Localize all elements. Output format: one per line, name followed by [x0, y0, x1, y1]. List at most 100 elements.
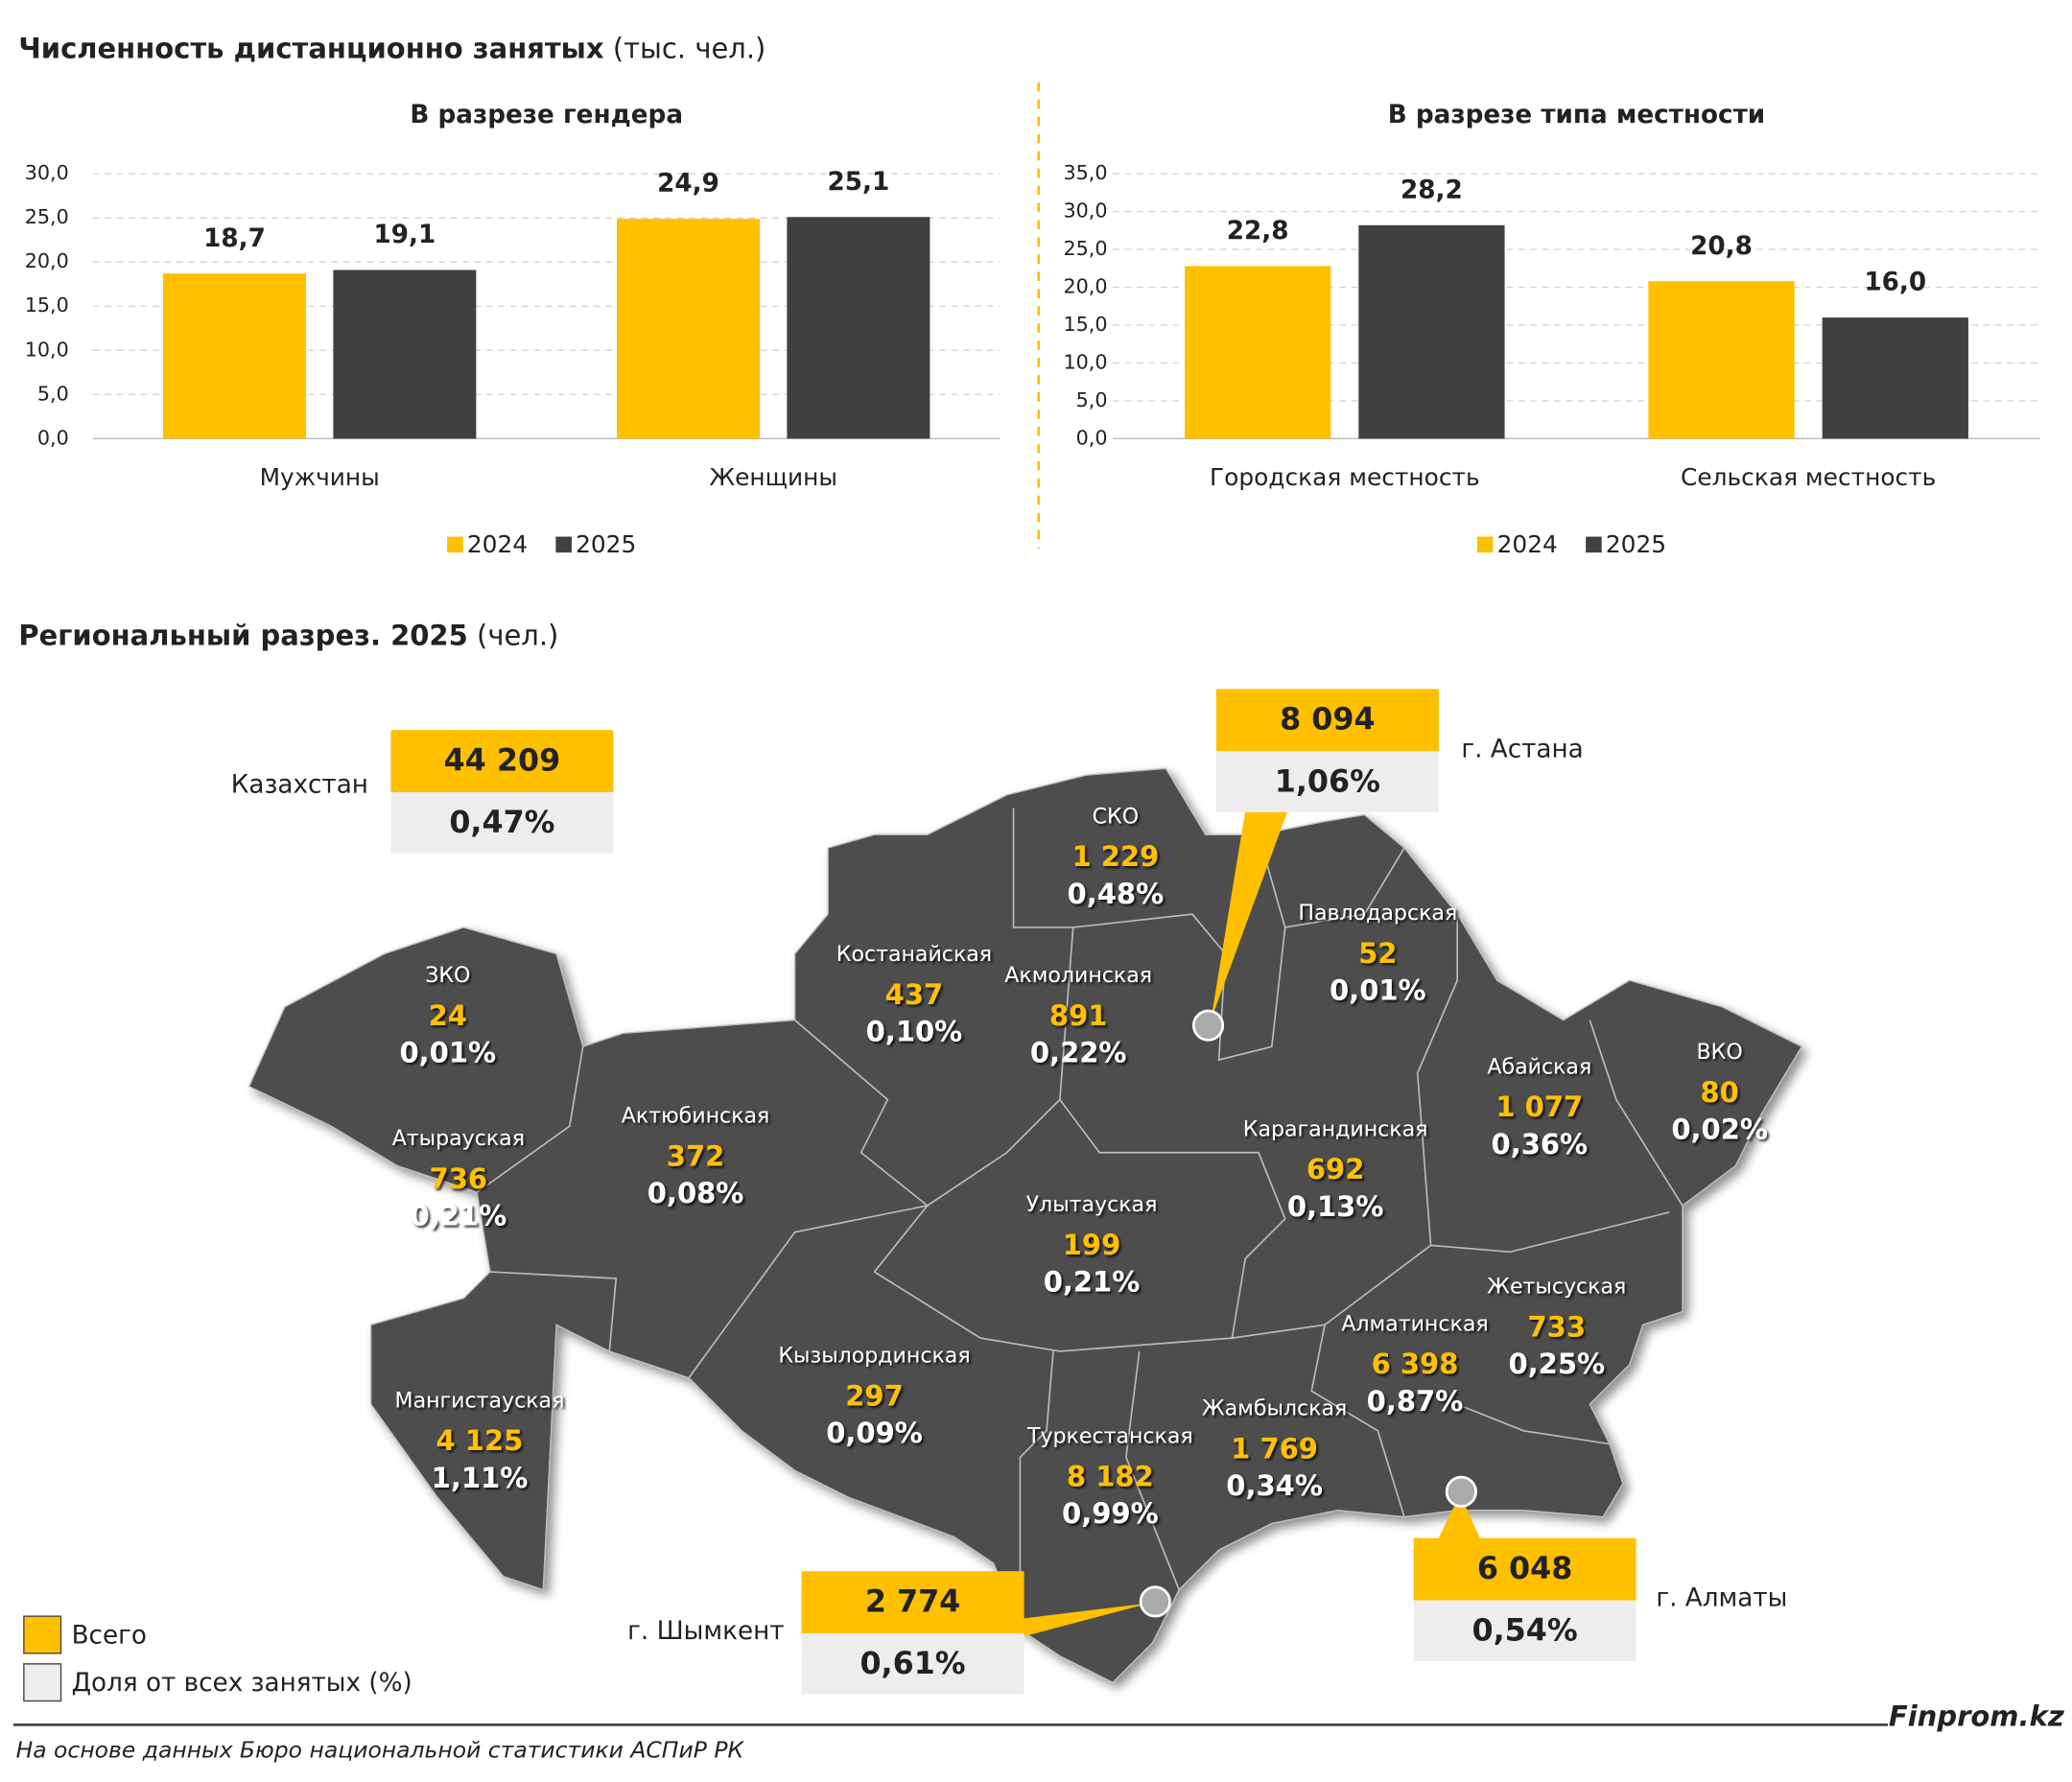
callout-total-box: [801, 1571, 1024, 1634]
region-total: 1 077: [1495, 1090, 1583, 1123]
bar: [1185, 266, 1331, 439]
y-tick-label: 35,0: [1063, 161, 1107, 184]
callout-share: 0,54%: [1472, 1614, 1578, 1649]
region-name: Улытауская: [1026, 1192, 1158, 1217]
value-label: 22,8: [1227, 217, 1289, 246]
region-name: Жамбылская: [1202, 1396, 1347, 1421]
title-unit: (тыс. чел.): [613, 33, 766, 65]
region-total: 437: [885, 978, 944, 1011]
region-share: 0,25%: [1508, 1348, 1605, 1380]
region-share: 0,36%: [1492, 1128, 1589, 1161]
y-tick-label: 30,0: [25, 161, 69, 184]
region-total: 52: [1358, 937, 1397, 970]
value-label: 16,0: [1864, 269, 1926, 297]
value-label: 28,2: [1401, 176, 1463, 204]
y-tick-label: 5,0: [37, 382, 69, 405]
region-name: ВКО: [1697, 1040, 1743, 1065]
chart-subtitle: В разрезе гендера: [410, 101, 683, 129]
region-total: 733: [1527, 1310, 1586, 1343]
region-total: 6 398: [1372, 1348, 1459, 1380]
callout-total-box: [1215, 689, 1439, 752]
y-tick-label: 30,0: [1063, 199, 1107, 223]
region-share: 0,02%: [1671, 1114, 1768, 1146]
region-share: 0,99%: [1062, 1497, 1159, 1530]
region-name: Карагандинская: [1243, 1116, 1428, 1141]
bar: [1648, 281, 1795, 439]
region-share: 0,87%: [1367, 1385, 1464, 1418]
y-tick-label: 10,0: [25, 338, 69, 361]
y-tick-label: 25,0: [25, 205, 69, 228]
callout-name: г. Астана: [1461, 735, 1583, 763]
y-tick-label: 5,0: [1076, 388, 1108, 411]
map-country: [247, 767, 1803, 1684]
region-total: 4 125: [436, 1424, 524, 1457]
legend-swatch: [23, 1663, 62, 1702]
city-dot: [1191, 1009, 1225, 1042]
x-tick-label: Мужчины: [260, 463, 380, 491]
region-total: 736: [430, 1162, 488, 1195]
legend-label: 2024: [467, 530, 528, 558]
region-share: 0,10%: [866, 1015, 963, 1047]
callout-total: 8 094: [1280, 703, 1375, 738]
region-name: Абайская: [1487, 1054, 1591, 1079]
source: На основе данных Бюро национальной стати…: [16, 1737, 745, 1764]
region-name: Алматинская: [1341, 1311, 1488, 1336]
bar: [617, 219, 761, 439]
legend-swatch: [555, 536, 572, 553]
callout-pointer: [1437, 1494, 1482, 1541]
region-name: Атырауская: [392, 1126, 525, 1151]
y-tick-label: 10,0: [1063, 350, 1107, 373]
region-share: 0,13%: [1287, 1190, 1384, 1223]
brand: Finprom.kz: [1889, 1700, 2064, 1732]
region-total: 692: [1307, 1153, 1365, 1185]
callout-share: 1,06%: [1275, 764, 1380, 799]
region-total: 891: [1049, 999, 1108, 1032]
y-tick-label: 0,0: [1076, 426, 1108, 449]
region-name: СКО: [1093, 804, 1139, 829]
region-share: 0,08%: [648, 1177, 744, 1209]
main-title: Численность дистанционно занятых (тыс. ч…: [18, 33, 765, 65]
city-dot: [1445, 1475, 1477, 1508]
region-share: 0,01%: [1330, 974, 1426, 1007]
y-tick-label: 20,0: [25, 249, 69, 272]
y-tick-label: 20,0: [1063, 275, 1107, 298]
x-tick-label: Городская местность: [1210, 463, 1480, 491]
region-share: 0,21%: [1044, 1265, 1141, 1298]
y-tick-label: 0,0: [37, 426, 69, 449]
region-name: Жетысуская: [1487, 1275, 1626, 1300]
region-name: Костанайская: [836, 942, 992, 967]
callout-share-box: [390, 792, 614, 854]
callout-total: 44 209: [444, 743, 561, 778]
region-total: 1 229: [1071, 840, 1159, 873]
legend-label: 2024: [1497, 530, 1558, 558]
chart-subtitle: В разрезе типа местности: [1388, 101, 1765, 129]
region-share: 0,21%: [411, 1199, 507, 1231]
map-title-unit: (чел.): [477, 620, 558, 652]
region-name: Актюбинская: [622, 1103, 770, 1128]
callout-total: 6 048: [1477, 1552, 1572, 1586]
x-tick-label: Женщины: [709, 463, 837, 491]
legend-label: 2025: [1606, 530, 1666, 558]
map-title: Региональный разрез. 2025 (чел.): [18, 620, 558, 652]
region-name: Туркестанская: [1026, 1424, 1193, 1449]
callout-total: 2 774: [865, 1584, 960, 1619]
region-share: 0,48%: [1068, 878, 1165, 910]
region-total: 372: [667, 1139, 725, 1172]
region-name: ЗКО: [425, 963, 470, 988]
value-label: 19,1: [374, 221, 436, 249]
region-share: 0,22%: [1030, 1037, 1127, 1069]
callout-total-box: [390, 730, 614, 793]
callout-share-box: [801, 1633, 1024, 1695]
legend-label: Всего: [72, 1621, 147, 1650]
legend-label: 2025: [576, 530, 636, 558]
region-total: 8 182: [1067, 1461, 1154, 1493]
region-share: 1,11%: [432, 1462, 529, 1494]
bar: [1822, 317, 1968, 439]
city-dot: [1139, 1585, 1171, 1618]
region-total: 297: [845, 1379, 904, 1412]
region-name: Кызылординская: [778, 1343, 970, 1368]
region-total: 80: [1700, 1076, 1738, 1109]
callout-name: г. Алматы: [1656, 1584, 1787, 1613]
region-share: 0,01%: [399, 1037, 496, 1069]
